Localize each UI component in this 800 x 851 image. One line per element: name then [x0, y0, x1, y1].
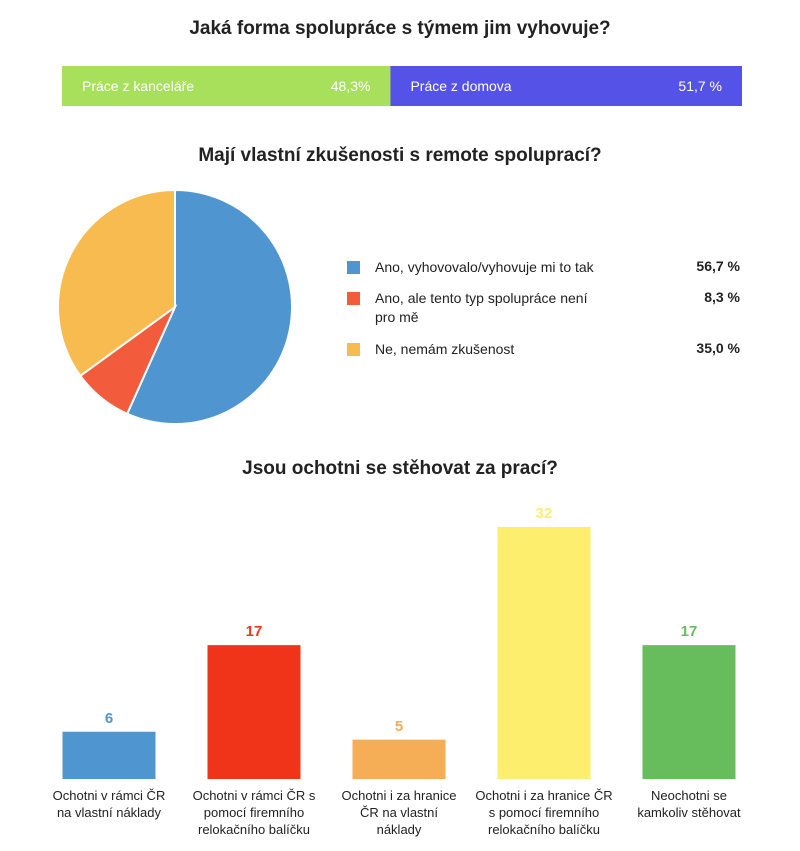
bar-value: 17: [680, 623, 698, 641]
legend-value: 8,3 %: [704, 289, 740, 305]
segment-name: Práce z kanceláře: [82, 78, 195, 94]
segment-value: 48,3%: [330, 78, 371, 94]
chart-title: Jaká forma spolupráce s týmem jim vyhovu…: [189, 18, 611, 39]
bar-segment: [390, 66, 742, 106]
bar-value: 6: [104, 709, 114, 727]
bar-category: Ochotni i za hranice ČR na vlastní nákla…: [341, 788, 457, 837]
pie-slice: [57, 188, 176, 378]
bar-value: 32: [535, 505, 553, 522]
bar-value: 17: [245, 623, 263, 641]
bar: [352, 739, 446, 779]
bar-segment: [62, 66, 391, 106]
bar-category: Ochotni v rámci ČR s pomocí firemního re…: [192, 788, 316, 837]
legend-swatch: [347, 292, 360, 305]
bar-category: Ochotni v rámci ČR na vlastní náklady: [52, 788, 166, 820]
segment-value: 51,7 %: [678, 78, 722, 94]
bar-value: 5: [394, 717, 404, 735]
legend-swatch: [347, 343, 360, 356]
segment-name: Práce z domova: [410, 78, 512, 94]
legend-swatch: [347, 261, 360, 274]
legend-label: Ano, vyhovovalo/vyhovuje mi to tak: [375, 259, 594, 275]
legend-label: Ano, ale tento typ spolupráce není pro m…: [375, 290, 588, 325]
bar-category: Ochotni i za hranice ČR s pomocí firemní…: [475, 788, 613, 837]
bar: [62, 731, 156, 779]
bar: [642, 645, 736, 779]
legend-value: 35,0 %: [696, 340, 740, 356]
chart-title: Mají vlastní zkušenosti s remote spolupr…: [198, 145, 602, 166]
legend-label: Ne, nemám zkušenost: [375, 341, 515, 357]
bar: [497, 527, 591, 779]
legend-value: 56,7 %: [696, 258, 740, 274]
bar: [207, 645, 301, 779]
bar-category: Neochotni se kamkoliv stěhovat: [637, 788, 741, 820]
pie-slice: [125, 188, 293, 425]
chart-title: Jsou ochotni se stěhovat za prací?: [242, 458, 558, 479]
